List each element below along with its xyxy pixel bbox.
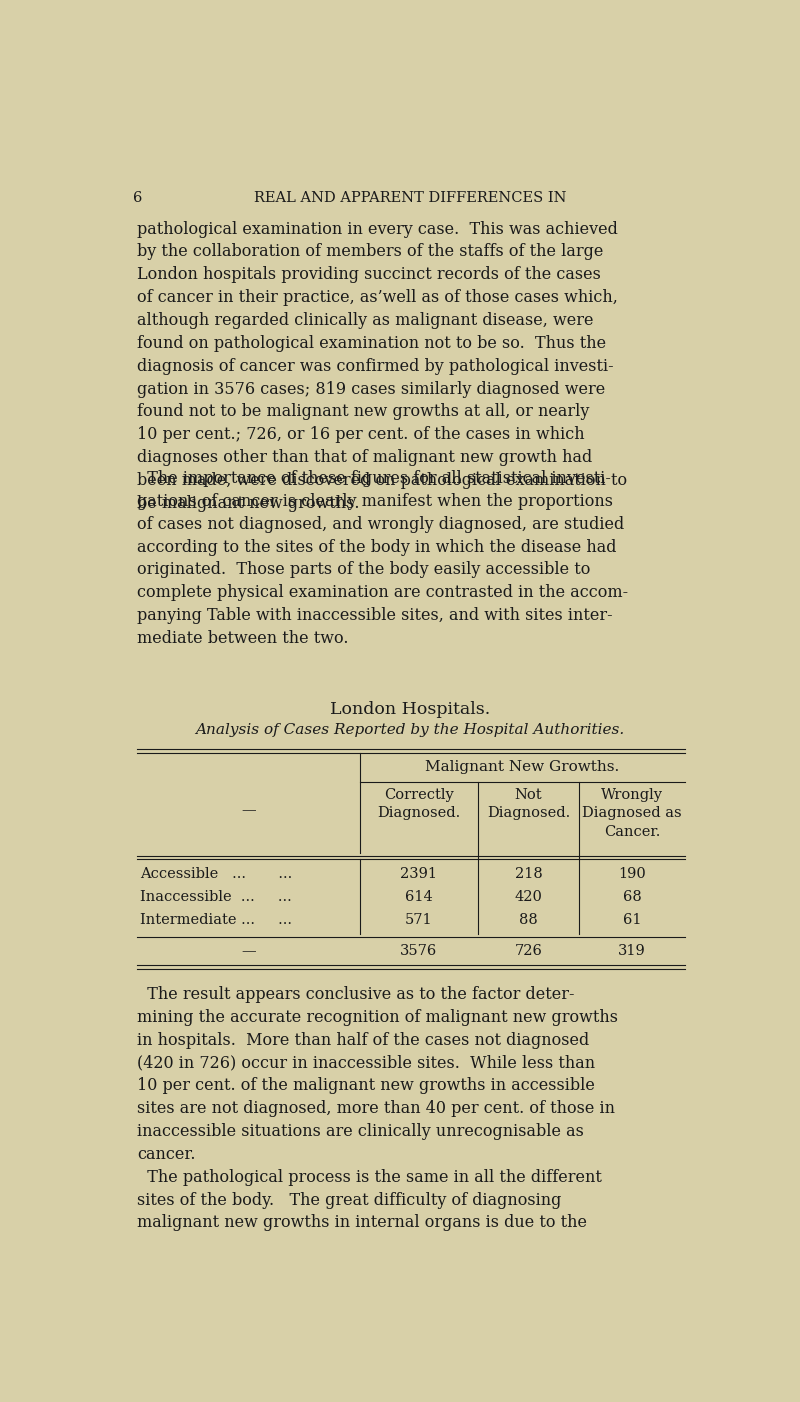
Text: Intermediate ...     ...: Intermediate ... ... [140,913,292,927]
Text: Accessible   ...       ...: Accessible ... ... [140,866,293,880]
Text: Inaccessible  ...     ...: Inaccessible ... ... [140,890,292,904]
Text: 190: 190 [618,866,646,880]
Text: 2391: 2391 [401,866,438,880]
Text: 726: 726 [514,944,542,958]
Text: 6: 6 [133,191,142,205]
Text: 3576: 3576 [400,944,438,958]
Text: 571: 571 [405,913,433,927]
Text: The result appears conclusive as to the factor deter-
mining the accurate recogn: The result appears conclusive as to the … [138,986,618,1231]
Text: 319: 319 [618,944,646,958]
Text: —: — [241,803,256,817]
Text: Wrongly
Diagnosed as
Cancer.: Wrongly Diagnosed as Cancer. [582,788,682,838]
Text: 218: 218 [514,866,542,880]
Text: Correctly
Diagnosed.: Correctly Diagnosed. [378,788,461,820]
Text: REAL AND APPARENT DIFFERENCES IN: REAL AND APPARENT DIFFERENCES IN [254,191,566,205]
Text: 68: 68 [622,890,642,904]
Text: pathological examination in every case.  This was achieved
by the collaboration : pathological examination in every case. … [138,220,627,512]
Text: Analysis of Cases Reported by the Hospital Authorities.: Analysis of Cases Reported by the Hospit… [195,722,625,736]
Text: —: — [241,944,256,958]
Text: 61: 61 [622,913,642,927]
Text: 614: 614 [405,890,433,904]
Text: 88: 88 [519,913,538,927]
Text: The importance of these figures for all statistical investi-
gations of cancer i: The importance of these figures for all … [138,470,628,648]
Text: Malignant New Growths.: Malignant New Growths. [426,760,619,774]
Text: London Hospitals.: London Hospitals. [330,701,490,718]
Text: 420: 420 [514,890,542,904]
Text: Not
Diagnosed.: Not Diagnosed. [487,788,570,820]
